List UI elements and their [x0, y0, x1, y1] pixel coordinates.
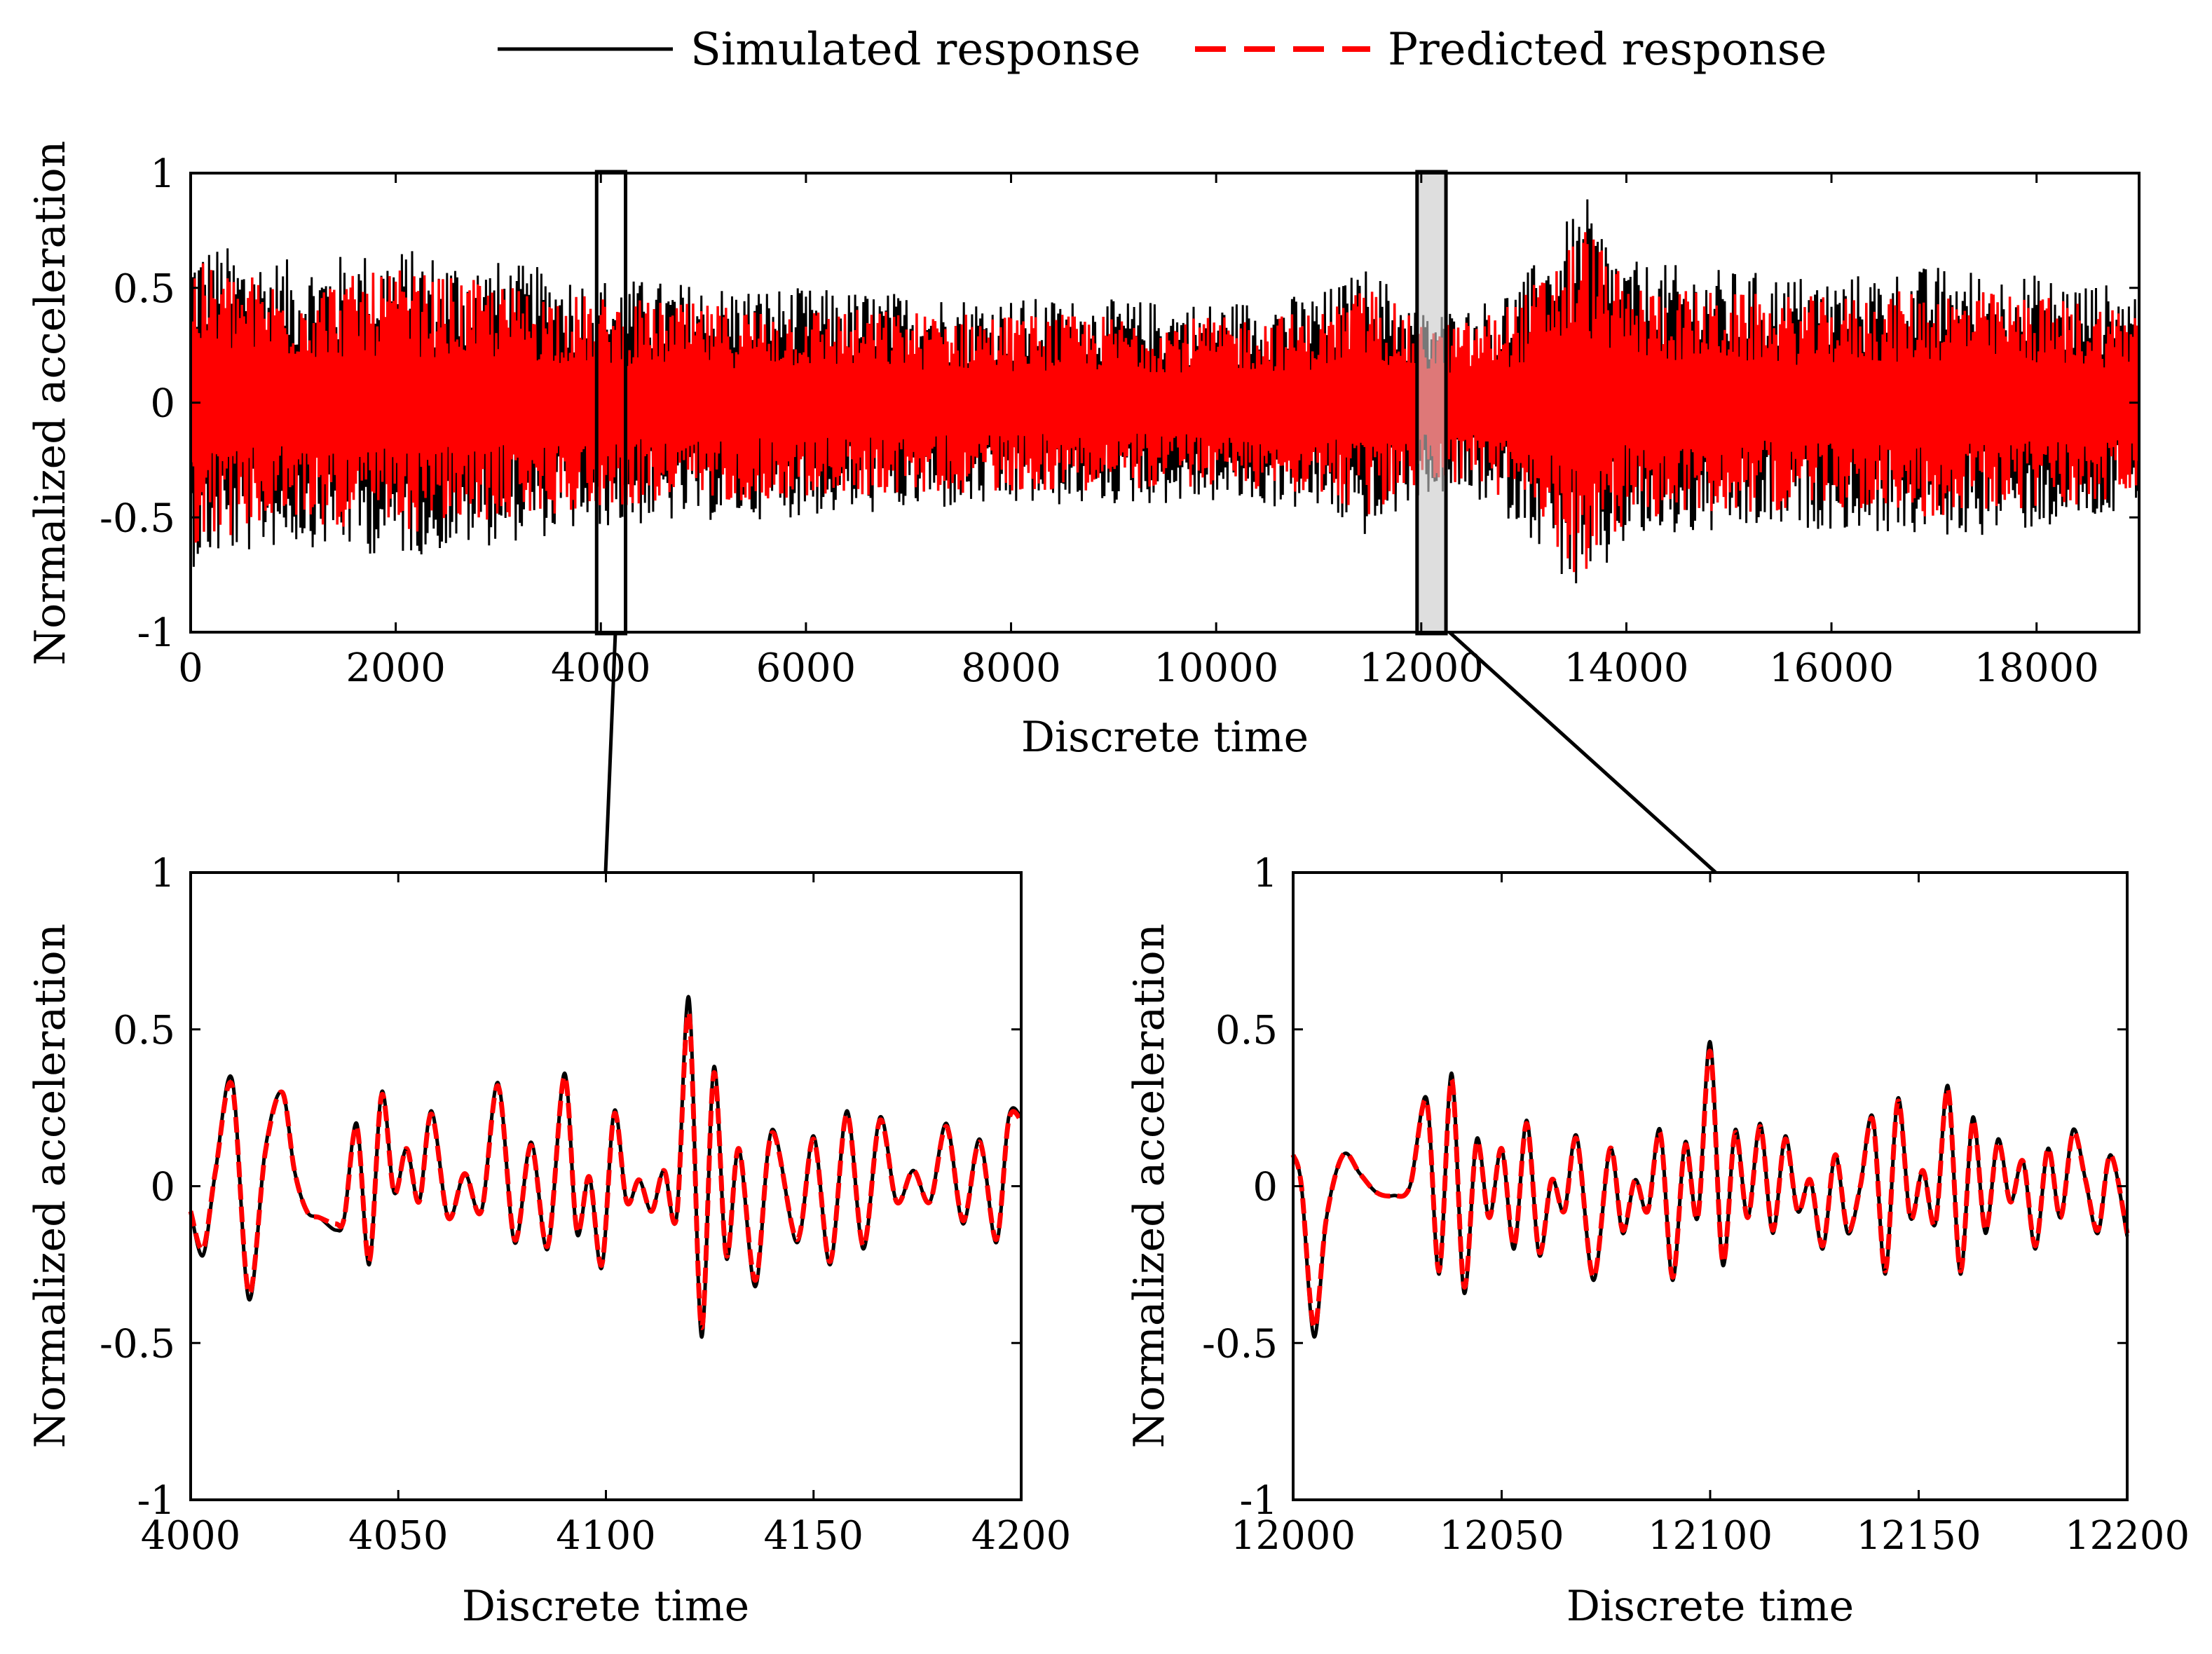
connector-right — [1448, 631, 1717, 874]
zoom-window-12000 — [1415, 170, 1448, 636]
p2-ytick-label: -1 — [1239, 1478, 1278, 1524]
p0-xtick-label: 18000 — [1974, 645, 2099, 691]
p1-xtick-label: 4200 — [971, 1513, 1072, 1559]
p0-xtick-label: 0 — [178, 645, 203, 691]
zoom-4000-axes-box — [189, 871, 1023, 1501]
p0-ytick-label: 1 — [150, 151, 175, 197]
p2-xtick-label: 12100 — [1648, 1513, 1773, 1559]
p0-ytick-label: 0 — [150, 381, 175, 427]
p1-ytick-label: -1 — [137, 1478, 175, 1524]
zoom-12000-series-group — [1290, 1040, 2130, 1339]
overview-ylabel: Normalized acceleration — [26, 141, 75, 666]
legend-label-simulated: Simulated response — [690, 24, 1141, 76]
p1-xtick-label: 4050 — [348, 1513, 449, 1559]
p2-xtick-label: 12000 — [1231, 1513, 1356, 1559]
p0-ytick-label: 0.5 — [113, 266, 175, 312]
connector-left — [603, 631, 617, 873]
p2-xtick-label: 12150 — [1856, 1513, 1981, 1559]
zoom-12000-axes-box — [1292, 871, 2129, 1501]
p2-ytick-label: 0 — [1252, 1165, 1278, 1210]
p1-xtick-label: 4100 — [556, 1513, 656, 1559]
p1-series-simulated — [189, 995, 1023, 1339]
overview-ticks: 0 2000 4000 6000 8000 10000 12000 14000 16000 180… — [100, 151, 2139, 691]
p0-ytick-label: -1 — [137, 610, 175, 656]
p1-series-predicted — [188, 1010, 1024, 1330]
zoom-4000-ticks: 4000 4050 4100 4150 4200 1 0.5 0 -0.5 -1 — [100, 851, 1071, 1559]
p0-xtick-label: 12000 — [1359, 645, 1484, 691]
p1-xtick-label: 4150 — [763, 1513, 863, 1559]
p0-xtick-label: 4000 — [551, 645, 651, 691]
p1-ytick-label: -0.5 — [100, 1321, 175, 1367]
p0-xtick-label: 16000 — [1769, 645, 1894, 691]
zoom-chart-12000: 12000 12050 12100 12150 12200 1 0.5 0 -0.5 -1 Dis… — [1125, 851, 2190, 1631]
p0-xtick-label: 14000 — [1564, 645, 1688, 691]
overview-xlabel: Discrete time — [1021, 713, 1309, 762]
legend-label-predicted: Predicted response — [1388, 24, 1827, 76]
overview-series-predicted — [189, 232, 2141, 573]
p1-xtick-label: 4000 — [141, 1513, 241, 1559]
p1-ytick-label: 0.5 — [113, 1008, 175, 1053]
zoom-12000-ylabel: Normalized acceleration — [1125, 924, 1174, 1449]
zoom-chart-4000: 4000 4050 4100 4150 4200 1 0.5 0 -0.5 -1 Discrete… — [26, 851, 1071, 1631]
p2-xtick-label: 12200 — [2065, 1513, 2190, 1559]
p2-series-predicted — [1290, 1048, 2130, 1330]
p0-xtick-label: 2000 — [346, 645, 446, 691]
p2-ytick-label: -0.5 — [1202, 1321, 1278, 1367]
zoom-4000-series-group — [188, 995, 1024, 1339]
p0-xtick-label: 6000 — [756, 645, 856, 691]
overview-chart: 0 2000 4000 6000 8000 10000 12000 14000 16000 180… — [26, 141, 2141, 762]
p2-series-simulated — [1291, 1040, 2129, 1339]
p2-ytick-label: 0.5 — [1215, 1008, 1278, 1053]
p2-ytick-label: 1 — [1252, 851, 1278, 896]
zoom-12000-ticks: 12000 12050 12100 12150 12200 1 0.5 0 -0.5 -1 — [1202, 851, 2190, 1559]
p2-xtick-label: 12050 — [1439, 1513, 1564, 1559]
zoom-12000-xlabel: Discrete time — [1566, 1582, 1854, 1631]
legend: Simulated response Predicted response — [498, 24, 1827, 76]
p1-ytick-label: 1 — [150, 851, 175, 896]
p1-ytick-label: 0 — [150, 1165, 175, 1210]
p0-ytick-label: -0.5 — [100, 495, 175, 541]
zoom-4000-xlabel: Discrete time — [462, 1582, 749, 1631]
p0-xtick-label: 10000 — [1154, 645, 1278, 691]
overview-series-group — [189, 199, 2141, 584]
zoom-4000-ylabel: Normalized acceleration — [26, 924, 75, 1449]
p0-xtick-label: 8000 — [961, 645, 1061, 691]
